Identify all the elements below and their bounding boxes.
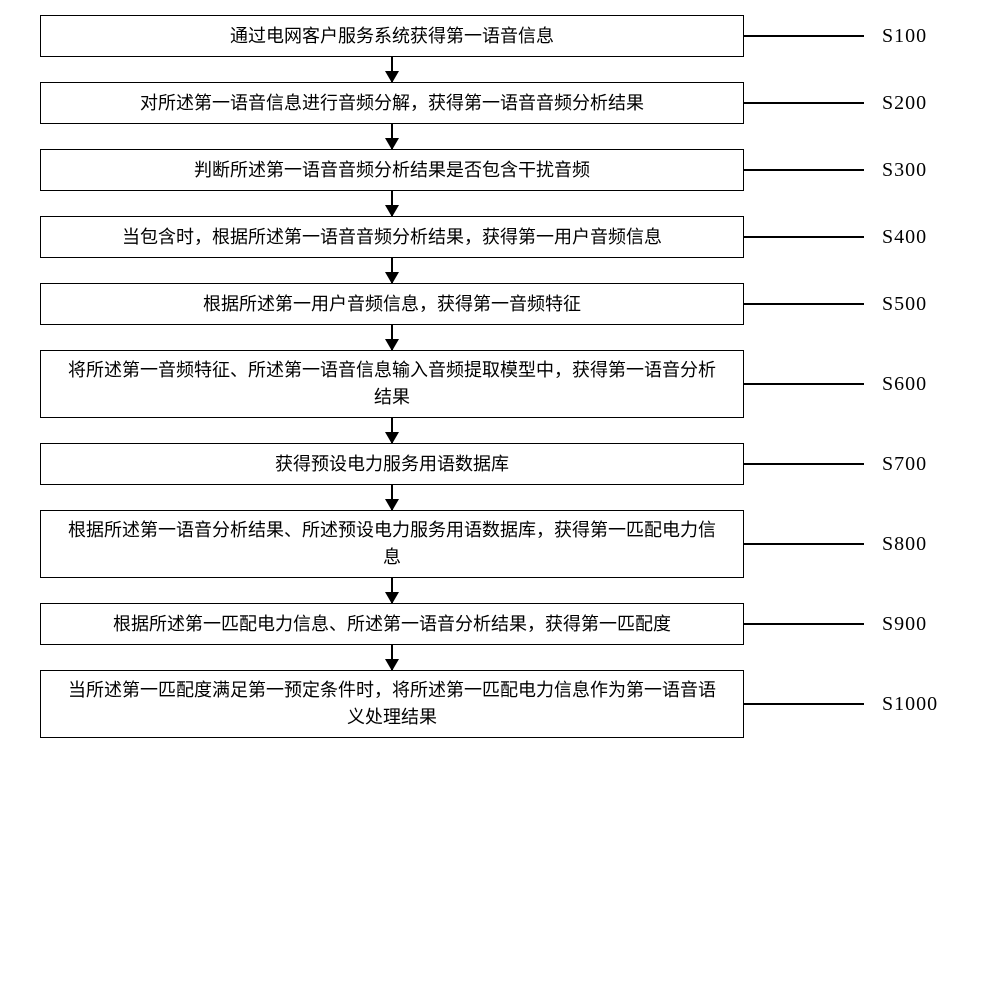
connector-line (744, 35, 864, 37)
step-label: S1000 (882, 693, 938, 716)
step-box: 根据所述第一语音分析结果、所述预设电力服务用语数据库，获得第一匹配电力信息 (40, 510, 744, 578)
connector-line (744, 303, 864, 305)
step-label: S800 (882, 533, 927, 556)
step-label: S900 (882, 613, 927, 636)
step-label: S600 (882, 373, 927, 396)
arrow-down (40, 191, 744, 216)
step-box: 获得预设电力服务用语数据库 (40, 443, 744, 485)
step-box: 通过电网客户服务系统获得第一语音信息 (40, 15, 744, 57)
step-box: 对所述第一语音信息进行音频分解，获得第一语音音频分析结果 (40, 82, 744, 124)
arrow-down (40, 57, 744, 82)
connector-line (744, 383, 864, 385)
step-label: S100 (882, 25, 927, 48)
connector-line (744, 463, 864, 465)
flowchart-row: 根据所述第一用户音频信息，获得第一音频特征 S500 (40, 283, 950, 325)
connector-line (744, 102, 864, 104)
step-box: 根据所述第一匹配电力信息、所述第一语音分析结果，获得第一匹配度 (40, 603, 744, 645)
arrow-down (40, 258, 744, 283)
flowchart-row: 将所述第一音频特征、所述第一语音信息输入音频提取模型中，获得第一语音分析结果 S6… (40, 350, 950, 418)
step-box: 判断所述第一语音音频分析结果是否包含干扰音频 (40, 149, 744, 191)
arrow-down (40, 124, 744, 149)
connector-line (744, 169, 864, 171)
step-label: S400 (882, 226, 927, 249)
step-label: S500 (882, 293, 927, 316)
step-box: 当包含时，根据所述第一语音音频分析结果，获得第一用户音频信息 (40, 216, 744, 258)
connector-line (744, 236, 864, 238)
arrow-down (40, 418, 744, 443)
arrow-down (40, 578, 744, 603)
flowchart-row: 当所述第一匹配度满足第一预定条件时，将所述第一匹配电力信息作为第一语音语义处理结… (40, 670, 950, 738)
flowchart-row: 根据所述第一匹配电力信息、所述第一语音分析结果，获得第一匹配度 S900 (40, 603, 950, 645)
flowchart-container: 通过电网客户服务系统获得第一语音信息 S100 对所述第一语音信息进行音频分解，获得… (40, 15, 950, 738)
step-box: 当所述第一匹配度满足第一预定条件时，将所述第一匹配电力信息作为第一语音语义处理结… (40, 670, 744, 738)
flowchart-row: 通过电网客户服务系统获得第一语音信息 S100 (40, 15, 950, 57)
step-box: 根据所述第一用户音频信息，获得第一音频特征 (40, 283, 744, 325)
flowchart-row: 当包含时，根据所述第一语音音频分析结果，获得第一用户音频信息 S400 (40, 216, 950, 258)
step-label: S700 (882, 453, 927, 476)
arrow-down (40, 645, 744, 670)
connector-line (744, 543, 864, 545)
step-label: S300 (882, 159, 927, 182)
arrow-down (40, 485, 744, 510)
connector-line (744, 703, 864, 705)
flowchart-row: 对所述第一语音信息进行音频分解，获得第一语音音频分析结果 S200 (40, 82, 950, 124)
flowchart-row: 根据所述第一语音分析结果、所述预设电力服务用语数据库，获得第一匹配电力信息 S80… (40, 510, 950, 578)
step-box: 将所述第一音频特征、所述第一语音信息输入音频提取模型中，获得第一语音分析结果 (40, 350, 744, 418)
step-label: S200 (882, 92, 927, 115)
arrow-down (40, 325, 744, 350)
connector-line (744, 623, 864, 625)
flowchart-row: 获得预设电力服务用语数据库 S700 (40, 443, 950, 485)
flowchart-row: 判断所述第一语音音频分析结果是否包含干扰音频 S300 (40, 149, 950, 191)
